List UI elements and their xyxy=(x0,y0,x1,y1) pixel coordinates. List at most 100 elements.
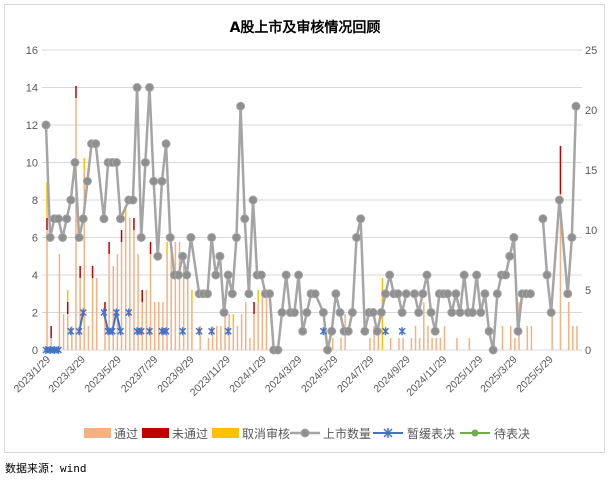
listings-point xyxy=(467,308,477,317)
bar-pass xyxy=(87,326,90,350)
deferred-point xyxy=(224,327,232,336)
bar-pass xyxy=(501,326,504,350)
bar-pass xyxy=(153,302,156,350)
listings-point xyxy=(277,308,287,317)
left-tick-label: 2 xyxy=(32,308,38,320)
right-tick-label: 20 xyxy=(585,105,597,117)
listings-point xyxy=(223,270,233,280)
listings-point xyxy=(538,214,548,224)
deferred-point xyxy=(75,327,83,336)
right-axis: 0 5 10 15 20 25 xyxy=(585,45,597,357)
bar-pass xyxy=(124,218,127,350)
listings-point xyxy=(397,308,407,317)
listings-point xyxy=(174,270,183,280)
deferred-point xyxy=(137,327,145,336)
bar-fail xyxy=(253,302,255,314)
legend-swatch-cancel xyxy=(212,428,239,438)
listings-point xyxy=(542,270,552,280)
listings-point xyxy=(352,233,362,242)
listings-point xyxy=(509,233,519,242)
bar-fail xyxy=(104,302,106,314)
bar-pass xyxy=(439,338,442,350)
bar-pass xyxy=(373,326,375,350)
bar-pass xyxy=(431,338,433,350)
deferred-point xyxy=(67,327,75,336)
data-source-note: 数据来源：wind xyxy=(5,462,87,475)
legend-label-deferred: 暂缓表决 xyxy=(407,427,455,441)
bar-pass xyxy=(149,254,152,350)
deferred-point xyxy=(162,327,170,336)
listings-point xyxy=(410,289,420,299)
listings-point xyxy=(563,289,573,299)
bar-pass xyxy=(514,338,516,350)
bar-pass xyxy=(137,254,139,350)
listings-point xyxy=(149,176,159,186)
bar-fail xyxy=(120,230,123,242)
legend-swatch-pass xyxy=(84,428,111,438)
listings-point xyxy=(372,326,382,336)
bar-pass xyxy=(249,338,251,350)
deferred-point xyxy=(179,327,187,336)
right-tick-label: 15 xyxy=(585,165,597,177)
bar-pass xyxy=(510,326,512,350)
listings-point xyxy=(244,289,254,299)
bar-pass xyxy=(377,326,379,350)
listings-point xyxy=(227,289,237,299)
bar-pass xyxy=(162,302,164,350)
legend-item-fail: 未通过 xyxy=(142,427,208,441)
listings-point xyxy=(186,233,196,242)
bar-pass xyxy=(62,314,65,350)
listings-point xyxy=(393,289,403,299)
bar-pass xyxy=(414,326,417,350)
bar-pass xyxy=(79,278,81,350)
bar-pass xyxy=(410,338,413,350)
bar-pass xyxy=(443,326,446,350)
listings-point xyxy=(505,251,515,261)
listings-point xyxy=(281,270,291,280)
left-tick-label: 10 xyxy=(26,158,38,170)
bar-fail xyxy=(66,302,69,314)
listings-point xyxy=(256,270,266,280)
bar-cancel xyxy=(46,182,48,218)
listings-point xyxy=(418,289,428,299)
bar-pass xyxy=(398,338,400,350)
bar-pass xyxy=(423,302,425,350)
bar-cancel xyxy=(232,314,235,326)
listings-point xyxy=(426,308,436,317)
listings-point xyxy=(360,326,370,336)
chart-title: A股上市及审核情况回顾 xyxy=(230,19,381,36)
legend-label-fail: 未通过 xyxy=(172,427,208,441)
bar-pass xyxy=(199,326,201,350)
right-tick-label: 0 xyxy=(585,345,591,357)
bar-pass xyxy=(435,338,437,350)
bar-pass xyxy=(141,302,143,350)
bar-pass xyxy=(50,338,52,350)
listings-point xyxy=(347,308,357,317)
bar-pass xyxy=(166,254,168,350)
line-series xyxy=(41,83,581,355)
bar-pass xyxy=(116,254,119,350)
bar-pass xyxy=(58,254,61,350)
listings-point xyxy=(145,83,155,92)
listings-point xyxy=(443,289,453,299)
listings-point xyxy=(554,195,564,205)
bar-fail xyxy=(108,242,110,254)
listings-point xyxy=(236,101,246,111)
listings-point xyxy=(447,308,457,317)
listings-point xyxy=(343,326,353,336)
deferred-point xyxy=(398,327,406,336)
listings-point xyxy=(327,326,337,336)
bar-pass xyxy=(551,314,553,350)
listings-point xyxy=(525,289,535,299)
legend-swatch-fail xyxy=(142,428,169,438)
bar-pass xyxy=(66,314,69,350)
bar-pass xyxy=(112,266,114,350)
bar-pass xyxy=(104,314,106,350)
bar-pass xyxy=(236,326,239,350)
listings-point xyxy=(219,308,229,317)
listings-point xyxy=(472,270,482,280)
left-tick-label: 6 xyxy=(32,233,38,245)
bar-pass xyxy=(567,302,570,350)
bar-cancel xyxy=(191,290,193,302)
legend: 通过 未通过 取消审核 上市数量 暂缓表决 待表决 xyxy=(84,426,530,441)
